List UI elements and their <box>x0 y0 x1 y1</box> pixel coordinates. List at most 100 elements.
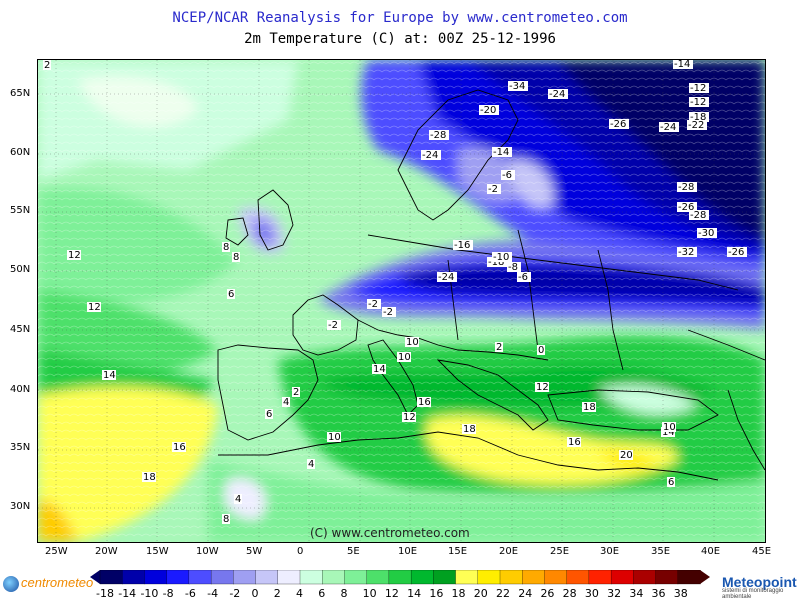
legend-tick-label: 32 <box>607 587 621 600</box>
contour-value-label: 2 <box>43 60 51 71</box>
contour-value-label: -30 <box>697 228 717 239</box>
legend-tick-label: 2 <box>274 587 281 600</box>
legend-swatch <box>210 570 234 585</box>
lat-label: 65N <box>10 88 31 99</box>
contour-value-label: 12 <box>87 302 101 313</box>
lon-label: 15W <box>146 546 169 557</box>
svg-text:-24: -24 <box>438 272 454 283</box>
legend-tick-label: 30 <box>585 587 599 600</box>
svg-text:6: 6 <box>266 409 272 420</box>
svg-text:-28: -28 <box>678 182 694 193</box>
svg-text:16: 16 <box>173 442 186 453</box>
svg-text:-14: -14 <box>493 147 509 158</box>
legend-swatch <box>188 570 212 585</box>
svg-text:-2: -2 <box>488 184 498 195</box>
legend-arrow-left <box>90 570 100 584</box>
legend-tick-label: 0 <box>252 587 259 600</box>
contour-value-label: 14 <box>102 370 116 381</box>
legend-tick-label: 12 <box>385 587 399 600</box>
legend-swatch <box>144 570 168 585</box>
svg-text:-14: -14 <box>674 60 690 70</box>
contour-value-label: -26 <box>677 202 697 213</box>
svg-text:14: 14 <box>662 427 675 438</box>
contour-value-label: -26 <box>727 247 747 258</box>
svg-text:-22: -22 <box>688 120 704 131</box>
contour-value-label: 10 <box>327 432 341 443</box>
lat-label: 55N <box>10 205 31 216</box>
legend-swatch <box>588 570 612 585</box>
contour-value-label: -20 <box>479 105 499 116</box>
contour-value-label: 10 <box>397 352 411 363</box>
contour-value-label: 2 <box>292 387 300 398</box>
contour-value-label: -34 <box>508 81 528 92</box>
contour-value-label: 6 <box>265 409 273 420</box>
legend-tick-label: -14 <box>118 587 136 600</box>
coastlines <box>217 89 765 481</box>
contour-value-label: -14 <box>673 60 693 70</box>
svg-text:4: 4 <box>235 494 241 505</box>
contour-value-label: -32 <box>677 247 697 258</box>
legend-tick-label: -6 <box>185 587 196 600</box>
lon-label: 25W <box>45 546 68 557</box>
contour-value-label: -2 <box>327 320 341 331</box>
temperature-map: -14 -12 -12 -18 -22 -34 -24 -20 -28 -24 -26 -24 -28-… <box>37 59 766 543</box>
svg-text:20: 20 <box>620 450 633 461</box>
svg-text:-34: -34 <box>509 81 525 92</box>
svg-text:8: 8 <box>223 514 229 525</box>
lon-label: 5E <box>347 546 360 557</box>
legend-swatch <box>322 570 346 585</box>
legend-tick-label: 20 <box>474 587 488 600</box>
legend-swatch <box>477 570 501 585</box>
svg-text:2: 2 <box>44 60 50 71</box>
legend-swatch <box>566 570 590 585</box>
legend-swatch <box>655 570 679 585</box>
contour-value-label: -8 <box>507 262 521 273</box>
svg-text:-24: -24 <box>660 122 676 133</box>
contour-value-label: -2 <box>382 307 396 318</box>
legend-tick-label: -4 <box>207 587 218 600</box>
legend-swatch <box>166 570 190 585</box>
contour-value-label: -12 <box>689 97 709 108</box>
svg-text:6: 6 <box>668 477 674 488</box>
legend-swatch <box>522 570 546 585</box>
svg-text:18: 18 <box>143 472 156 483</box>
legend-tick-label: -8 <box>163 587 174 600</box>
legend-tick-label: 36 <box>652 587 666 600</box>
contour-value-label: -28 <box>689 210 709 221</box>
lon-label: 20E <box>499 546 519 557</box>
lon-label: 20W <box>95 546 118 557</box>
svg-text:-6: -6 <box>502 170 512 181</box>
contour-value-label: 8 <box>222 242 230 253</box>
legend-tick-label: 22 <box>496 587 510 600</box>
legend-tick-label: 16 <box>429 587 443 600</box>
contour-value-label: -6 <box>501 170 515 181</box>
contour-value-label: -6 <box>517 272 531 283</box>
legend-swatch <box>633 570 657 585</box>
contour-value-label: 20 <box>619 450 633 461</box>
svg-text:4: 4 <box>308 459 314 470</box>
legend-tick-label: -2 <box>229 587 240 600</box>
contour-value-label: -28 <box>429 130 449 141</box>
legend-swatch <box>677 570 701 585</box>
contour-value-label: 16 <box>172 442 186 453</box>
contour-value-label: 4 <box>282 397 290 408</box>
legend-tick-label: -10 <box>140 587 158 600</box>
contour-value-label: -10 <box>492 252 512 263</box>
lat-label: 35N <box>10 442 31 453</box>
legend-tick-label: 26 <box>540 587 554 600</box>
svg-text:-6: -6 <box>518 272 528 283</box>
legend-arrow-right <box>700 570 710 584</box>
legend-tick-label: 8 <box>340 587 347 600</box>
contour-value-label: 0 <box>537 345 545 356</box>
svg-text:12: 12 <box>403 412 416 423</box>
legend-swatch <box>299 570 323 585</box>
contour-labels: -14-12-12-18-22-34-24-20-28-24-26 -24-28-… <box>43 60 747 525</box>
contour-value-label: 8 <box>222 514 230 525</box>
lon-label: 10E <box>398 546 418 557</box>
contour-value-label: -18 <box>689 112 709 123</box>
contour-value-label: 18 <box>582 402 596 413</box>
svg-text:-32: -32 <box>678 247 694 258</box>
lon-label: 0 <box>297 546 304 557</box>
color-legend: -18 -14 -10 -8 -6 -4 -2 0 2 4 6 8 10 12 14 16 18 20 22 24 26… <box>90 570 710 600</box>
contour-value-label: -24 <box>659 122 679 133</box>
